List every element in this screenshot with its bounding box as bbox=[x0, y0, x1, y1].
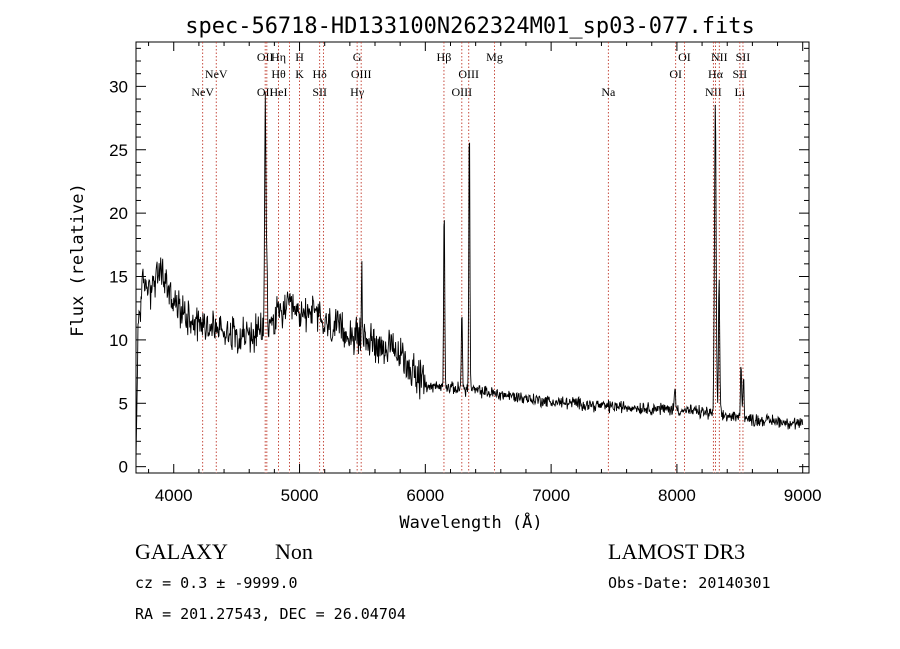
line-marker-label: SII bbox=[736, 50, 751, 64]
y-tick-label: 15 bbox=[109, 268, 128, 287]
line-marker-label: Li bbox=[734, 85, 745, 99]
line-marker-label: K bbox=[295, 67, 304, 81]
chart-title: spec-56718-HD133100N262324M01_sp03-077.f… bbox=[185, 14, 755, 39]
line-marker-label: H bbox=[295, 50, 304, 64]
spectrum-series bbox=[135, 92, 804, 461]
line-marker-label: NII bbox=[711, 50, 728, 64]
y-tick-label: 30 bbox=[109, 77, 128, 96]
line-marker-label: HeI bbox=[270, 85, 288, 99]
y-tick-label: 5 bbox=[119, 394, 128, 413]
x-tick-label: 9000 bbox=[784, 486, 822, 505]
survey-name: LAMOST DR3 bbox=[608, 539, 745, 564]
line-marker-label: NII bbox=[705, 85, 722, 99]
line-marker-label: Hα bbox=[708, 67, 724, 81]
spectrum-line bbox=[135, 92, 804, 461]
y-tick-label: 20 bbox=[109, 204, 128, 223]
line-marker-label: OI bbox=[678, 50, 691, 64]
redshift-cz: cz = 0.3 ± -9999.0 bbox=[135, 574, 298, 592]
line-marker-label: Hγ bbox=[350, 85, 365, 99]
line-marker-label: Hη bbox=[271, 50, 286, 64]
x-tick-label: 4000 bbox=[155, 486, 193, 505]
line-marker-label: SII bbox=[732, 67, 747, 81]
x-tick-label: 6000 bbox=[406, 486, 444, 505]
plot-area bbox=[135, 41, 810, 474]
line-marker-label: OI bbox=[669, 67, 682, 81]
line-marker-label: OIII bbox=[451, 85, 472, 99]
line-marker-label: NeV bbox=[205, 67, 228, 81]
line-marker-label: Hθ bbox=[271, 67, 286, 81]
x-axis-label: Wavelength (Å) bbox=[399, 511, 542, 533]
line-marker-label: G bbox=[353, 50, 362, 64]
x-tick-label: 7000 bbox=[532, 486, 570, 505]
line-marker-label: OIII bbox=[351, 67, 372, 81]
object-subclass: Non bbox=[275, 539, 313, 564]
axes: 4000 5000 6000 7000 8000 9000 0 5 10 15 20 25 30 bbox=[109, 42, 822, 505]
line-marker-label: Mg bbox=[486, 50, 503, 64]
line-marker-label: Na bbox=[601, 85, 616, 99]
line-marker-label: Hβ bbox=[437, 50, 452, 64]
y-tick-label: 10 bbox=[109, 331, 128, 350]
object-class: GALAXY bbox=[135, 539, 228, 564]
line-marker-label: Hδ bbox=[312, 67, 327, 81]
line-marker-label: OII bbox=[257, 50, 274, 64]
line-marker-label: OII bbox=[257, 85, 274, 99]
line-marker-label: OIII bbox=[458, 67, 479, 81]
y-axis-label: Flux (relative) bbox=[68, 183, 88, 337]
observation-date: Obs-Date: 20140301 bbox=[608, 574, 771, 592]
y-tick-label: 25 bbox=[109, 141, 128, 160]
plot-frame bbox=[135, 41, 810, 474]
line-marker-label: NeV bbox=[191, 85, 214, 99]
x-tick-label: 8000 bbox=[658, 486, 696, 505]
y-tick-label: 0 bbox=[119, 458, 128, 477]
x-tick-label: 5000 bbox=[281, 486, 319, 505]
coordinates-ra-dec: RA = 201.27543, DEC = 26.04704 bbox=[135, 605, 406, 623]
line-marker-label: SII bbox=[312, 85, 327, 99]
